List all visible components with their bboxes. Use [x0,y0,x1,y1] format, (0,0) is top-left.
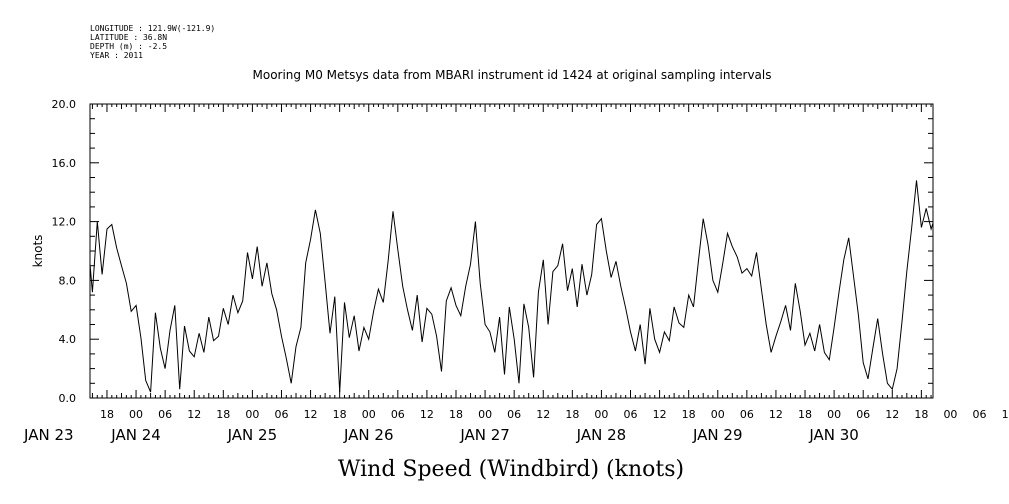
chart-title: Mooring M0 Metsys data from MBARI instru… [253,68,772,82]
x-hour-label: 12 [653,408,667,421]
x-hour-label: 18 [565,408,579,421]
x-hour-label: 06 [856,408,870,421]
x-day-label: JAN 25 [227,426,278,444]
x-hour-label: 12 [304,408,318,421]
x-day-label: JAN 26 [343,426,394,444]
x-hour-label: 18 [216,408,230,421]
x-axis: 18 00 06 12 18 00 06 12 18 00 06 12 18 00 06 12 18 00 06 12… [23,104,1009,444]
x-hour-label: 00 [478,408,492,421]
x-day-label: JAN 30 [808,426,859,444]
y-tick-label: 4.0 [59,333,77,346]
x-hour-label: 00 [711,408,725,421]
x-day-label: JAN 29 [692,426,743,444]
x-day-label: JAN 28 [576,426,627,444]
y-axis-label: knots [31,235,45,268]
y-tick-label: 8.0 [59,274,77,287]
meta-longitude: LONGITUDE : 121.9W(-121.9) [90,24,215,33]
x-hour-label: 12 [187,408,201,421]
x-hour-label: 12 [769,408,783,421]
meta-depth: DEPTH (m) : -2.5 [90,42,167,51]
x-hour-label: 12 [536,408,550,421]
y-tick-label: 0.0 [59,392,77,405]
x-hour-label: 18 [798,408,812,421]
x-day-label: JAN 23 [23,426,74,444]
x-hour-label: 18 [682,408,696,421]
x-hour-label: 00 [245,408,259,421]
y-tick-label: 16.0 [52,157,77,170]
meta-latitude: LATITUDE : 36.8N [90,33,167,42]
x-hour-label: 12 [420,408,434,421]
x-axis-label: Wind Speed (Windbird) (knots) [338,457,684,482]
x-hour-label: 12 [1002,408,1009,421]
x-hour-label: 12 [885,408,899,421]
x-hour-label: 18 [914,408,928,421]
x-hour-label: 06 [274,408,288,421]
x-hour-label: 06 [391,408,405,421]
x-hour-label: 18 [449,408,463,421]
y-axis: 0.0 4.0 8.0 12.0 16.0 20.0 [52,98,933,405]
x-hour-label: 00 [594,408,608,421]
metadata-block: LONGITUDE : 121.9W(-121.9) LATITUDE : 36… [90,24,215,60]
x-hour-label: 06 [740,408,754,421]
plot-frame [89,103,934,399]
x-hour-label: 00 [827,408,841,421]
x-hour-label: 18 [100,408,114,421]
y-tick-label: 20.0 [52,98,77,111]
series-line-wind-speed [89,180,934,393]
x-day-label: JAN 27 [459,426,510,444]
x-day-label: JAN 24 [110,426,161,444]
x-hour-label: 06 [507,408,521,421]
x-hour-label: 00 [129,408,143,421]
x-hour-label: 00 [362,408,376,421]
x-hour-label: 06 [624,408,638,421]
x-hour-label: 00 [943,408,957,421]
x-hour-label: 06 [158,408,172,421]
y-tick-label: 12.0 [52,216,77,229]
meta-year: YEAR : 2011 [90,51,143,60]
x-hour-label: 06 [973,408,987,421]
x-hour-label: 18 [333,408,347,421]
series-layer [89,180,934,393]
